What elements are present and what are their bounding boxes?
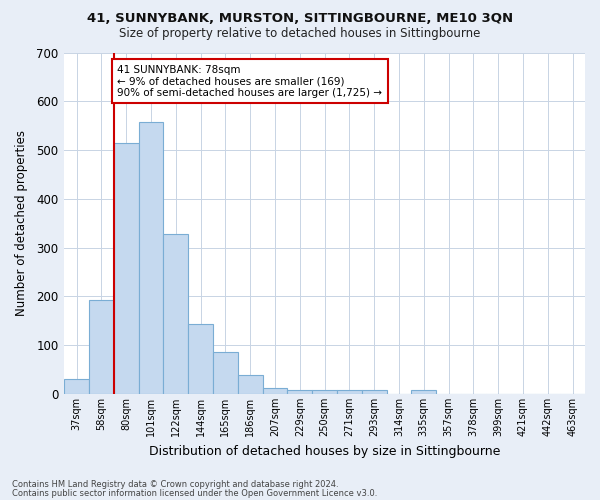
Bar	[412, 390, 436, 394]
Bar	[89, 300, 114, 394]
Bar	[213, 352, 238, 394]
Bar	[337, 390, 362, 394]
Bar	[139, 122, 163, 394]
Text: 41 SUNNYBANK: 78sqm
← 9% of detached houses are smaller (169)
90% of semi-detach: 41 SUNNYBANK: 78sqm ← 9% of detached hou…	[118, 64, 382, 98]
Text: Size of property relative to detached houses in Sittingbourne: Size of property relative to detached ho…	[119, 28, 481, 40]
Bar	[287, 390, 312, 394]
Text: Contains HM Land Registry data © Crown copyright and database right 2024.: Contains HM Land Registry data © Crown c…	[12, 480, 338, 489]
Bar	[114, 143, 139, 394]
Bar	[263, 388, 287, 394]
Text: 41, SUNNYBANK, MURSTON, SITTINGBOURNE, ME10 3QN: 41, SUNNYBANK, MURSTON, SITTINGBOURNE, M…	[87, 12, 513, 26]
Y-axis label: Number of detached properties: Number of detached properties	[15, 130, 28, 316]
Bar	[238, 376, 263, 394]
Text: Contains public sector information licensed under the Open Government Licence v3: Contains public sector information licen…	[12, 489, 377, 498]
X-axis label: Distribution of detached houses by size in Sittingbourne: Distribution of detached houses by size …	[149, 444, 500, 458]
Bar	[362, 390, 386, 394]
Bar	[163, 234, 188, 394]
Bar	[188, 324, 213, 394]
Bar	[64, 380, 89, 394]
Bar	[312, 390, 337, 394]
